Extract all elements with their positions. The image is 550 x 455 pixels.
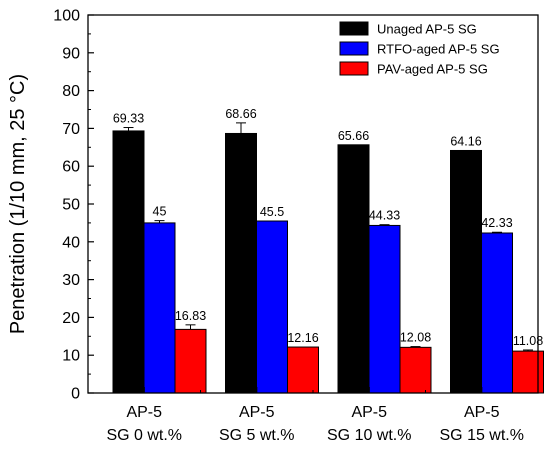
bar: [143, 222, 176, 394]
y-tick-label: 70: [62, 121, 80, 138]
legend-swatch: [339, 41, 369, 56]
y-tick-label: 80: [62, 83, 80, 100]
y-axis-label: Penetration (1/10 mm, 25 °C): [7, 74, 29, 334]
bar: [368, 224, 401, 394]
data-label: 65.66: [338, 129, 369, 143]
data-label: 44.33: [369, 209, 400, 223]
y-tick-label: 60: [62, 159, 80, 176]
data-label: 68.66: [225, 107, 256, 121]
data-label: 12.08: [400, 331, 431, 345]
bar: [256, 220, 288, 394]
y-tick-label: 0: [71, 386, 80, 403]
data-label: 64.16: [450, 134, 481, 148]
legend-label: Unaged AP-5 SG: [377, 22, 477, 37]
bar: [174, 328, 207, 394]
legend-swatch: [339, 21, 369, 36]
y-tick-label: 40: [62, 234, 80, 251]
bar: [337, 144, 370, 394]
y-tick-label: 30: [62, 272, 80, 289]
bars-layer: [112, 122, 544, 394]
x-category-label: AP-5: [126, 404, 162, 421]
x-category-label: AP-5: [464, 404, 500, 421]
data-label: 11.08: [513, 334, 543, 348]
y-tick-label: 100: [53, 8, 80, 25]
y-tick-label: 90: [62, 45, 80, 62]
y-tick-label: 50: [62, 197, 80, 214]
bar: [287, 346, 319, 394]
data-label: 69.33: [113, 112, 144, 126]
x-category-label: SG 0 wt.%: [106, 427, 182, 444]
data-label: 12.16: [287, 331, 318, 345]
bar: [450, 149, 482, 394]
x-category-label: AP-5: [351, 404, 387, 421]
bar: [481, 232, 513, 394]
x-category-label: SG 15 wt.%: [440, 427, 524, 444]
data-label: 45.5: [260, 205, 284, 219]
legend-label: PAV-aged AP-5 SG: [377, 62, 488, 77]
bar: [225, 132, 257, 394]
x-category-label: SG 10 wt.%: [327, 427, 411, 444]
y-tick-label: 10: [62, 348, 80, 365]
data-label: 45: [153, 205, 167, 219]
legend-label: RTFO-aged AP-5 SG: [377, 42, 500, 57]
y-tick-label: 20: [62, 310, 80, 327]
data-label: 42.33: [481, 216, 512, 230]
data-label: 16.83: [175, 309, 206, 323]
bar: [512, 350, 544, 394]
x-category-label: SG 5 wt.%: [219, 427, 295, 444]
data-labels-layer: 69.33 45 16.83 68.66 45.5 12.16 65.66 44.33 12.0…: [113, 107, 543, 348]
x-category-label: AP-5: [239, 404, 275, 421]
bar: [112, 130, 145, 394]
legend-swatch: [339, 61, 369, 76]
bar: [399, 346, 432, 394]
axis-layer: 0 10 20 30 40 50 60 70 80 90 100 AP-5 SG 0 wt.% AP-5 S…: [53, 8, 539, 444]
legend: Unaged AP-5 SG RTFO-aged AP-5 SG PAV-aged …: [339, 21, 500, 77]
